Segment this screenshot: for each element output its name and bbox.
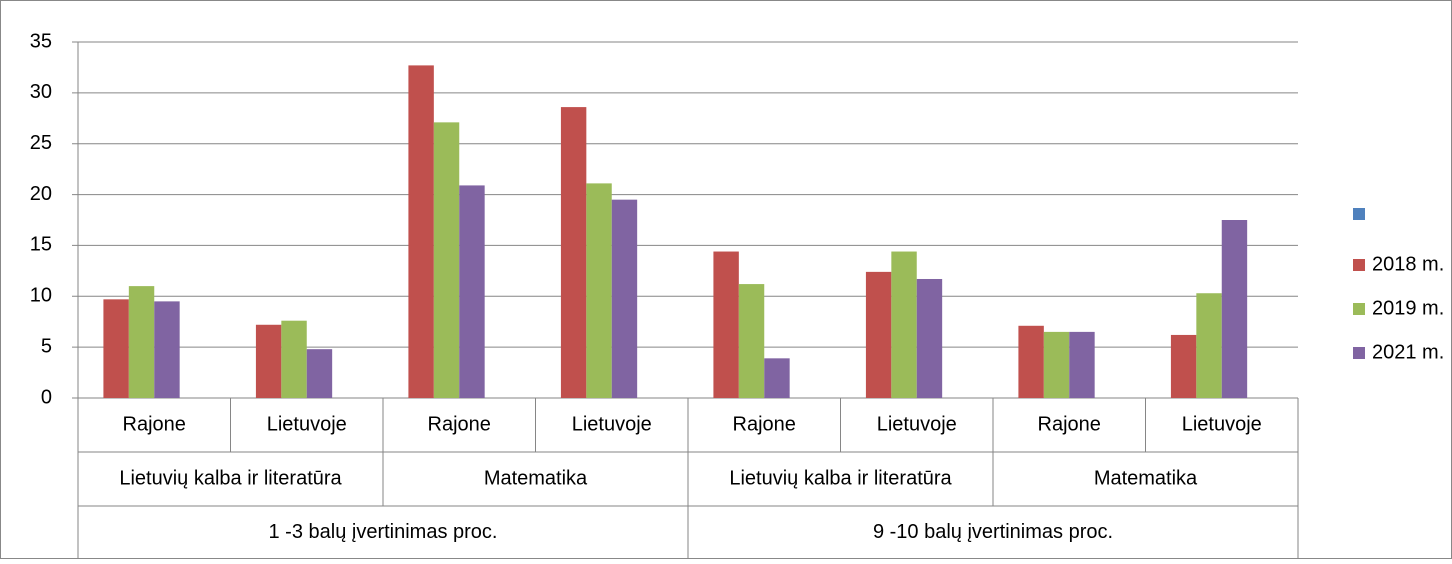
bar: [1018, 325, 1044, 398]
bar: [865, 271, 892, 398]
legend-swatch: [1353, 347, 1365, 359]
categories-label: Lietuvoje: [267, 413, 347, 435]
groups-label: Matematika: [1094, 467, 1198, 489]
bar: [281, 320, 307, 398]
legend-label: 2019 m.: [1372, 297, 1444, 319]
bar: [738, 284, 765, 398]
categories-label: Rajone: [733, 413, 796, 435]
bar: [306, 349, 333, 398]
y-tick-label: 25: [30, 132, 52, 154]
bar: [433, 122, 460, 399]
y-tick-label: 15: [30, 234, 52, 256]
categories-label: Rajone: [1038, 413, 1101, 435]
bar: [891, 251, 917, 398]
y-tick-label: 35: [30, 30, 52, 52]
bar: [1170, 334, 1197, 398]
legend-swatch: [1353, 259, 1365, 271]
groups-label: Matematika: [484, 467, 588, 489]
y-tick-label: 10: [30, 285, 52, 307]
bar: [916, 278, 943, 398]
categories-label: Rajone: [123, 413, 186, 435]
y-tick-label: 30: [30, 81, 52, 103]
bar: [586, 183, 612, 398]
y-tick-label: 0: [41, 386, 52, 408]
bar: [154, 301, 180, 398]
bar: [103, 299, 129, 398]
y-tick-label: 20: [30, 183, 52, 205]
supergroups-label: 1 -3 balų įvertinimas proc.: [269, 521, 498, 543]
bar: [1069, 331, 1095, 398]
groups-label: Lietuvių kalba ir literatūra: [119, 467, 342, 489]
legend-swatch: [1353, 208, 1365, 220]
legend-swatch: [1353, 303, 1365, 315]
y-tick-label: 5: [41, 335, 52, 357]
bar: [408, 65, 434, 398]
categories-label: Lietuvoje: [1182, 413, 1262, 435]
bar: [255, 324, 282, 398]
bar: [764, 358, 790, 398]
legend-label: 2021 m.: [1372, 341, 1444, 363]
legend-label: 2018 m.: [1372, 253, 1444, 275]
bar: [128, 286, 155, 398]
groups-label: Lietuvių kalba ir literatūra: [729, 467, 952, 489]
categories-label: Rajone: [428, 413, 491, 435]
categories-label: Lietuvoje: [877, 413, 957, 435]
bar: [611, 199, 638, 398]
bar: [1221, 220, 1248, 398]
supergroups-label: 9 -10 balų įvertinimas proc.: [873, 521, 1113, 543]
bar: [459, 185, 485, 398]
bar: [1196, 293, 1222, 398]
bar: [713, 251, 739, 398]
bar: [560, 107, 587, 399]
categories-label: Lietuvoje: [572, 413, 652, 435]
bar: [1043, 331, 1070, 398]
